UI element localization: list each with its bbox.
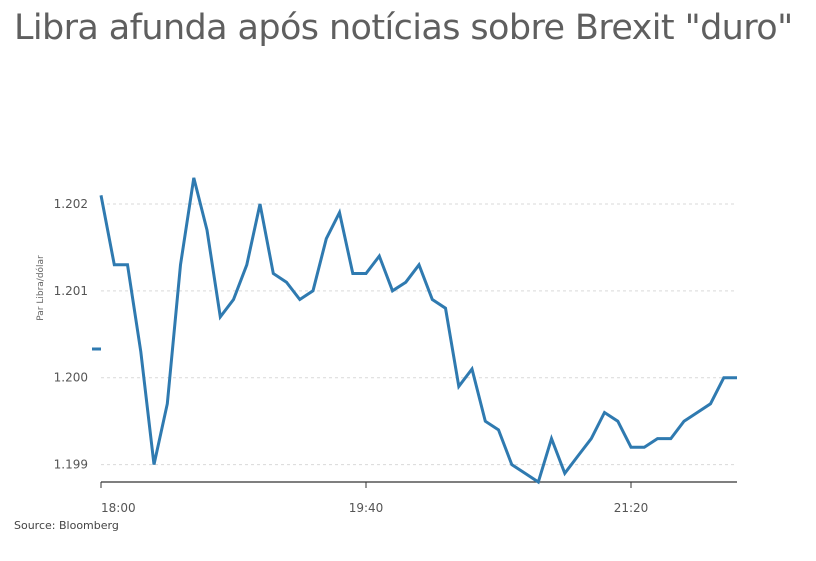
x-axis-ticks: 18:00 19:40 21:20	[100, 482, 649, 515]
x-tick-label: 19:40	[349, 501, 384, 515]
y-tick-label: 1.200	[54, 371, 88, 385]
x-tick-label: 18:00	[101, 501, 136, 515]
x-tick-label: 21:20	[614, 501, 649, 515]
source-note: Source: Bloomberg	[14, 519, 119, 532]
y-tick-label: 1.201	[54, 284, 88, 298]
series-line	[99, 177, 737, 485]
chart-title: Libra afunda após notícias sobre Brexit …	[14, 8, 793, 48]
y-axis-ticks: 1.199 1.200 1.201 1.202	[54, 197, 88, 472]
y-tick-label: 1.202	[54, 197, 88, 211]
y-tick-label: 1.199	[54, 458, 88, 472]
y-axis-label: Par Libra/dólar	[35, 255, 46, 321]
gridlines	[101, 203, 737, 466]
